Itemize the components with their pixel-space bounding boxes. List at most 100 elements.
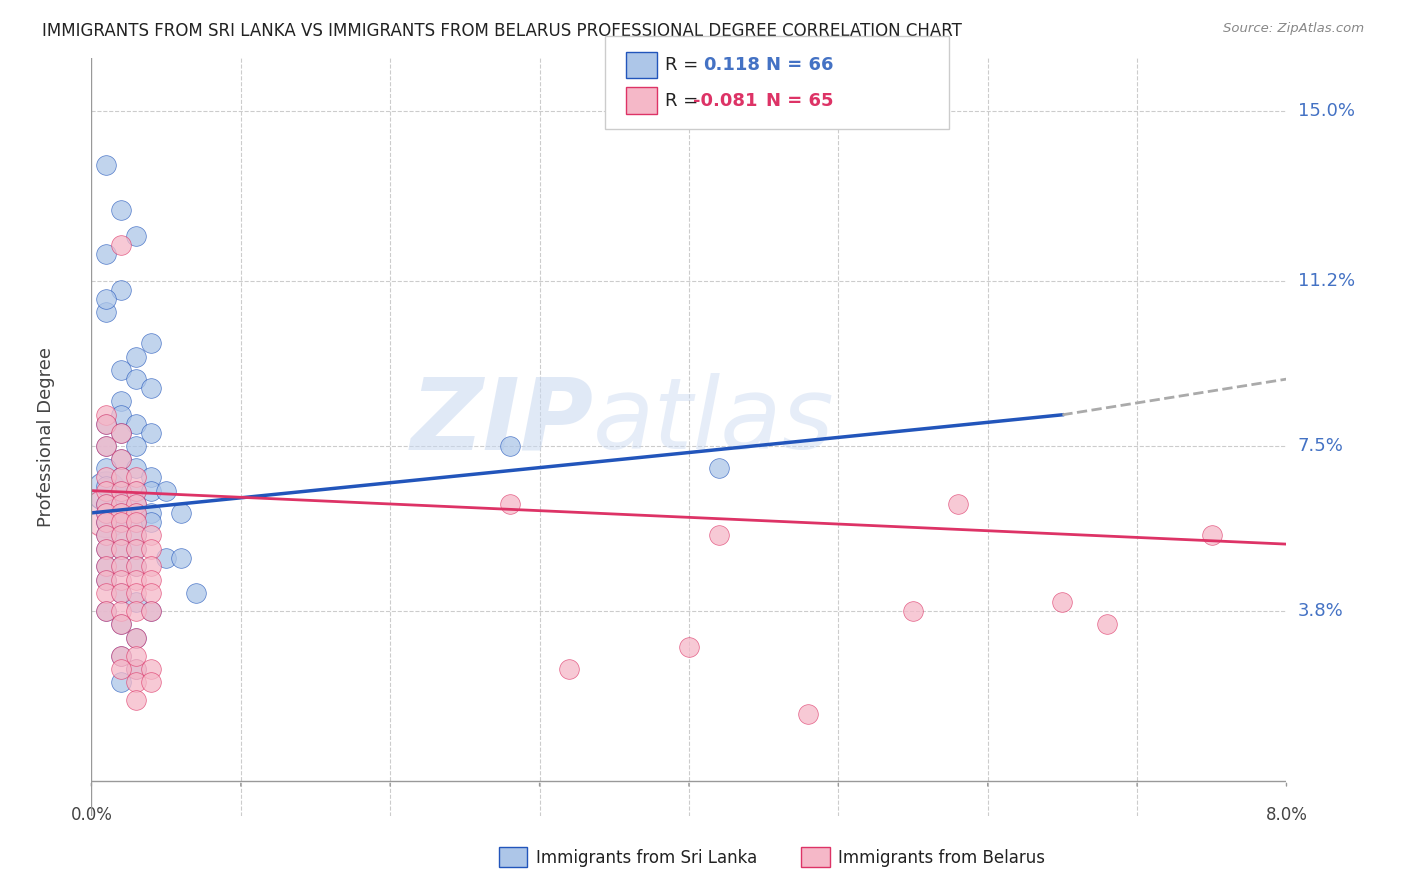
Text: N = 65: N = 65 (766, 92, 834, 110)
Point (110, 515, 132, 529)
Point (125, 675, 148, 690)
Point (125, 506, 148, 520)
Point (96, 483, 118, 498)
Point (141, 425, 162, 440)
Point (110, 573, 132, 587)
Point (141, 662, 162, 676)
Point (110, 559, 132, 574)
Point (110, 470, 132, 484)
Point (125, 506, 148, 520)
Point (96, 439, 118, 453)
Point (96, 541, 118, 556)
Text: 8.0%: 8.0% (1265, 805, 1308, 823)
Point (96, 479, 118, 493)
Point (125, 229, 148, 244)
Text: Professional Degree: Professional Degree (37, 347, 55, 527)
Point (558, 662, 581, 676)
Point (125, 586, 148, 600)
Point (125, 541, 148, 556)
Point (141, 528, 162, 542)
Point (797, 706, 820, 721)
Point (110, 452, 132, 467)
Point (96, 515, 118, 529)
Point (110, 425, 132, 440)
Point (125, 662, 148, 676)
Point (155, 483, 177, 498)
Point (110, 506, 132, 520)
Point (125, 372, 148, 386)
Point (125, 559, 148, 574)
Point (125, 559, 148, 574)
Point (110, 497, 132, 511)
Point (141, 506, 162, 520)
Text: N = 66: N = 66 (766, 56, 834, 74)
Text: 15.0%: 15.0% (1298, 103, 1354, 120)
Point (125, 631, 148, 645)
Point (125, 483, 148, 498)
Point (96, 528, 118, 542)
Text: 3.8%: 3.8% (1298, 602, 1343, 620)
Point (125, 497, 148, 511)
Point (946, 497, 969, 511)
Point (125, 693, 148, 707)
Point (110, 363, 132, 377)
Text: Immigrants from Sri Lanka: Immigrants from Sri Lanka (536, 849, 756, 867)
Text: Source: ZipAtlas.com: Source: ZipAtlas.com (1223, 22, 1364, 36)
Point (96, 305, 118, 319)
Point (110, 452, 132, 467)
Point (125, 631, 148, 645)
Point (96, 528, 118, 542)
Point (125, 461, 148, 475)
Point (96, 247, 118, 261)
Point (110, 675, 132, 690)
Point (125, 439, 148, 453)
Point (110, 586, 132, 600)
Point (110, 283, 132, 297)
Text: R =: R = (665, 92, 704, 110)
Text: R =: R = (665, 56, 704, 74)
Point (110, 604, 132, 618)
Point (96, 497, 118, 511)
Point (110, 586, 132, 600)
Point (125, 648, 148, 663)
Point (96, 506, 118, 520)
Point (110, 648, 132, 663)
Point (125, 528, 148, 542)
Point (110, 617, 132, 632)
Point (155, 550, 177, 565)
Point (96, 417, 118, 431)
Point (141, 515, 162, 529)
Point (141, 573, 162, 587)
Point (125, 497, 148, 511)
Point (96, 461, 118, 475)
Text: atlas: atlas (593, 374, 835, 470)
Point (498, 497, 520, 511)
Point (1052, 595, 1074, 609)
Point (125, 350, 148, 364)
Point (141, 586, 162, 600)
Point (96, 604, 118, 618)
Point (141, 559, 162, 574)
Point (110, 528, 132, 542)
Point (141, 604, 162, 618)
Point (110, 617, 132, 632)
Point (125, 515, 148, 529)
Point (110, 528, 132, 542)
Point (110, 541, 132, 556)
Point (96, 408, 118, 422)
Point (96, 573, 118, 587)
Point (96, 417, 118, 431)
Point (141, 483, 162, 498)
Point (707, 528, 730, 542)
Point (110, 470, 132, 484)
Point (96, 470, 118, 484)
Point (96, 559, 118, 574)
Point (141, 381, 162, 395)
Point (110, 483, 132, 498)
Text: 0.118: 0.118 (703, 56, 761, 74)
Point (110, 202, 132, 217)
Point (110, 497, 132, 511)
Point (1201, 528, 1223, 542)
Point (125, 528, 148, 542)
Point (110, 394, 132, 409)
